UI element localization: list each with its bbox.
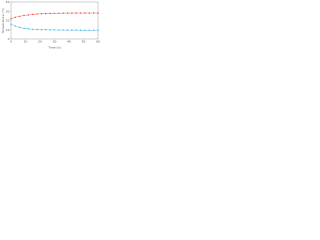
x-tick-label: 20 [38, 40, 42, 44]
x-tick-label: 60 [96, 40, 100, 44]
data-point [53, 12, 56, 14]
data-point [62, 29, 64, 31]
x-tick-label: 50 [82, 40, 86, 44]
plot-frame [10, 1, 99, 40]
data-point [92, 12, 95, 14]
y-tick-label: 30 [6, 9, 10, 13]
data-point [71, 12, 73, 14]
x-tick-label: 40 [67, 40, 71, 44]
data-point [45, 12, 47, 15]
data-point [40, 13, 43, 15]
data-point [92, 29, 95, 31]
data-point [49, 29, 51, 31]
y-tick-label: 0 [8, 37, 10, 41]
data-point [58, 12, 60, 14]
data-point [88, 29, 91, 31]
data-point [84, 12, 86, 14]
data-point [58, 29, 60, 31]
x-tick-label: 10 [24, 40, 28, 44]
y-tick-label: 20 [6, 19, 10, 23]
data-point [14, 25, 17, 27]
data-point [49, 12, 51, 15]
data-point [36, 13, 38, 15]
data-point [14, 16, 17, 18]
y-tick-label: 40 [6, 0, 10, 4]
data-point [71, 29, 73, 31]
data-point [97, 12, 99, 14]
data-point [10, 17, 12, 20]
x-tick-label: 0 [10, 40, 12, 44]
data-point [32, 28, 34, 30]
data-point [23, 14, 25, 17]
y-axis-label: Temperature (°C) [1, 8, 5, 35]
data-point [53, 29, 56, 31]
data-point [79, 12, 82, 14]
data-point [75, 12, 77, 14]
data-point [19, 15, 21, 18]
data-point [19, 26, 21, 29]
data-point [27, 14, 30, 16]
data-point [32, 13, 34, 16]
data-point [88, 12, 91, 14]
data-point [66, 29, 69, 31]
x-tick-label: 30 [53, 40, 57, 44]
data-point [62, 12, 64, 14]
data-point [84, 29, 86, 31]
data-point [23, 27, 25, 30]
data-point [97, 29, 99, 31]
data-point [75, 29, 77, 31]
y-tick-label: 10 [6, 28, 10, 32]
data-point [40, 29, 43, 31]
data-point [27, 28, 30, 30]
data-point [45, 29, 47, 31]
data-point [36, 28, 38, 31]
data-point [10, 23, 12, 25]
x-axis-label: Time (h) [47, 46, 61, 50]
data-point [79, 29, 82, 31]
data-point [66, 12, 69, 14]
